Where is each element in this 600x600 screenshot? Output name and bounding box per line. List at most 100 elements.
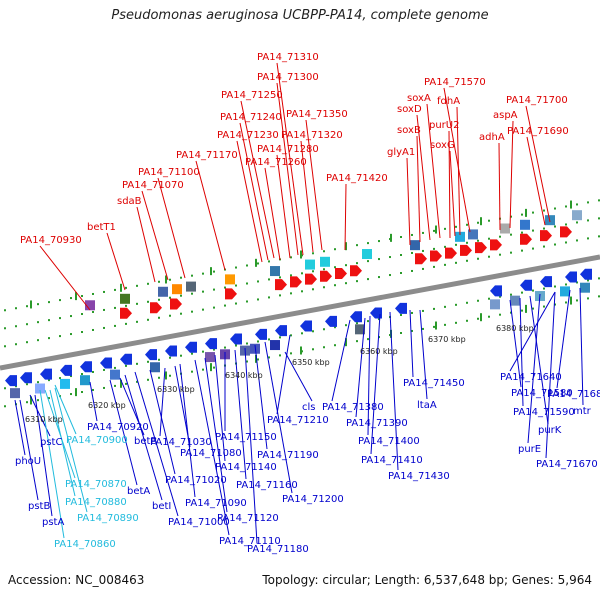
reverse-gene-label[interactable]: pstB	[28, 501, 50, 512]
reverse-gene-label[interactable]: PA14_71120	[217, 513, 279, 524]
forward-gene-label[interactable]: PA14_71310	[257, 52, 319, 63]
reverse-gene-label[interactable]: PA14_71020	[165, 475, 227, 486]
forward-gene-label[interactable]: sdaB	[117, 196, 142, 207]
reverse-gene-label[interactable]: PA14_71390	[346, 418, 408, 429]
reverse-gene-arrow[interactable]	[275, 325, 287, 337]
reverse-gene-label[interactable]: PA14_71150	[215, 432, 277, 443]
reverse-gene-arrow[interactable]	[165, 345, 177, 357]
forward-gene-arrow[interactable]	[520, 233, 532, 245]
reverse-gene-arrow[interactable]	[370, 307, 382, 319]
reverse-gene-label[interactable]: PA14_71080	[180, 448, 242, 459]
reverse-gene-label[interactable]: phoU	[15, 456, 41, 467]
forward-gene-label[interactable]: glyA1	[387, 147, 415, 158]
reverse-gene-arrow[interactable]	[395, 302, 407, 314]
forward-gene-arrow[interactable]	[560, 226, 572, 238]
reverse-gene-label[interactable]: PA14_71210	[267, 415, 329, 426]
reverse-gene-arrow[interactable]	[60, 364, 72, 376]
reverse-gene-label[interactable]: PA14_71200	[282, 494, 344, 505]
reverse-gene-label[interactable]: betA	[127, 486, 150, 497]
forward-gene-arrow[interactable]	[445, 247, 457, 259]
reverse-gene-label[interactable]: PA14_70900	[66, 435, 128, 446]
forward-gene-label[interactable]: PA14_71070	[122, 180, 184, 191]
reverse-gene-arrow[interactable]	[40, 368, 52, 380]
reverse-gene-arrow[interactable]	[350, 311, 362, 323]
reverse-gene-label[interactable]: PA14_71180	[247, 544, 309, 555]
forward-gene-arrow[interactable]	[430, 250, 442, 262]
reverse-gene-arrow[interactable]	[120, 353, 132, 365]
forward-gene-label[interactable]: adhA	[479, 132, 505, 143]
forward-gene-label[interactable]: PA14_71420	[326, 173, 388, 184]
forward-gene-label[interactable]: PA14_71350	[286, 109, 348, 120]
forward-gene-arrow[interactable]	[305, 273, 317, 285]
reverse-gene-arrow[interactable]	[255, 328, 267, 340]
reverse-gene-label[interactable]: betI	[152, 501, 171, 512]
gene-label-layer[interactable]: PA14_70930 betT1 sdaB PA14_71070 PA14_71100 P…	[15, 52, 600, 555]
reverse-gene-label[interactable]: PA14_71110	[219, 536, 281, 547]
reverse-gene-arrow[interactable]	[100, 357, 112, 369]
reverse-gene-label[interactable]: PA14_71380	[322, 402, 384, 413]
reverse-gene-arrow[interactable]	[565, 271, 577, 283]
reverse-gene-label[interactable]: betB	[134, 436, 157, 447]
forward-gene-label[interactable]: betT1	[87, 222, 116, 233]
forward-gene-arrow[interactable]	[335, 268, 347, 280]
forward-gene-arrow[interactable]	[170, 298, 182, 310]
reverse-gene-arrow[interactable]	[5, 375, 17, 387]
reverse-gene-label[interactable]: cls	[302, 402, 316, 413]
forward-gene-label[interactable]: purU2	[429, 120, 459, 131]
forward-gene-label[interactable]: PA14_71240	[220, 112, 282, 123]
reverse-gene-arrow[interactable]	[540, 276, 552, 288]
forward-gene-label[interactable]: PA14_71280	[257, 144, 319, 155]
reverse-gene-label[interactable]: PA14_71030	[150, 437, 212, 448]
forward-gene-label[interactable]: soxD	[397, 104, 422, 115]
reverse-gene-label[interactable]: PA14_71410	[361, 455, 423, 466]
reverse-gene-label[interactable]: purK	[538, 425, 562, 436]
reverse-gene-label[interactable]: PA14_71090	[185, 498, 247, 509]
reverse-gene-label[interactable]: PA14_71140	[215, 462, 277, 473]
forward-gene-arrow[interactable]	[415, 253, 427, 265]
reverse-gene-arrow[interactable]	[185, 341, 197, 353]
reverse-gene-label[interactable]: PA14_71160	[236, 480, 298, 491]
reverse-gene-label[interactable]: PA14_71450	[403, 378, 465, 389]
forward-gene-label[interactable]: soxB	[397, 125, 421, 136]
reverse-gene-label[interactable]: pstC	[40, 437, 62, 448]
reverse-gene-label[interactable]: PA14_71580	[511, 388, 573, 399]
forward-gene-label[interactable]: PA14_71570	[424, 77, 486, 88]
reverse-gene-label[interactable]: PA14_70880	[65, 497, 127, 508]
reverse-gene-label[interactable]: PA14_71400	[358, 436, 420, 447]
reverse-gene-label[interactable]: ltaA	[417, 400, 437, 411]
reverse-gene-label[interactable]: PA14_71430	[388, 471, 450, 482]
reverse-gene-label[interactable]: PA14_71680	[547, 389, 600, 400]
reverse-gene-arrow[interactable]	[490, 285, 502, 297]
reverse-gene-label[interactable]: purE	[518, 444, 541, 455]
forward-gene-arrow[interactable]	[225, 288, 237, 300]
reverse-gene-label[interactable]: pstA	[42, 517, 64, 528]
reverse-gene-arrow[interactable]	[520, 279, 532, 291]
forward-gene-label[interactable]: PA14_71690	[507, 126, 569, 137]
forward-gene-arrow[interactable]	[460, 244, 472, 256]
forward-gene-arrow[interactable]	[350, 265, 362, 277]
forward-gene-arrow[interactable]	[475, 242, 487, 254]
reverse-gene-label[interactable]: PA14_70890	[77, 513, 139, 524]
reverse-gene-label[interactable]: PA14_71670	[536, 459, 598, 470]
reverse-gene-label[interactable]: mtr	[573, 406, 592, 417]
forward-gene-arrow[interactable]	[150, 302, 162, 314]
forward-gene-arrow[interactable]	[290, 276, 302, 288]
forward-gene-arrow[interactable]	[120, 307, 132, 319]
forward-gene-label[interactable]: PA14_71260	[245, 157, 307, 168]
forward-gene-label[interactable]: PA14_71300	[257, 72, 319, 83]
forward-gene-label[interactable]: PA14_71230	[217, 130, 279, 141]
reverse-gene-label[interactable]: PA14_71000	[168, 517, 230, 528]
reverse-gene-arrow[interactable]	[205, 338, 217, 350]
forward-gene-label[interactable]: PA14_71700	[506, 95, 568, 106]
forward-gene-label[interactable]: PA14_71100	[138, 167, 200, 178]
forward-gene-arrow[interactable]	[320, 270, 332, 282]
reverse-gene-arrow[interactable]	[580, 268, 592, 280]
reverse-gene-arrow[interactable]	[300, 320, 312, 332]
reverse-gene-label[interactable]: PA14_70870	[65, 479, 127, 490]
forward-gene-label[interactable]: soxG	[430, 140, 455, 151]
forward-gene-arrow[interactable]	[490, 239, 502, 251]
forward-gene-label[interactable]: PA14_70930	[20, 235, 82, 246]
reverse-gene-label[interactable]: PA14_70860	[54, 539, 116, 550]
reverse-gene-label[interactable]: PA14_71590	[513, 407, 575, 418]
